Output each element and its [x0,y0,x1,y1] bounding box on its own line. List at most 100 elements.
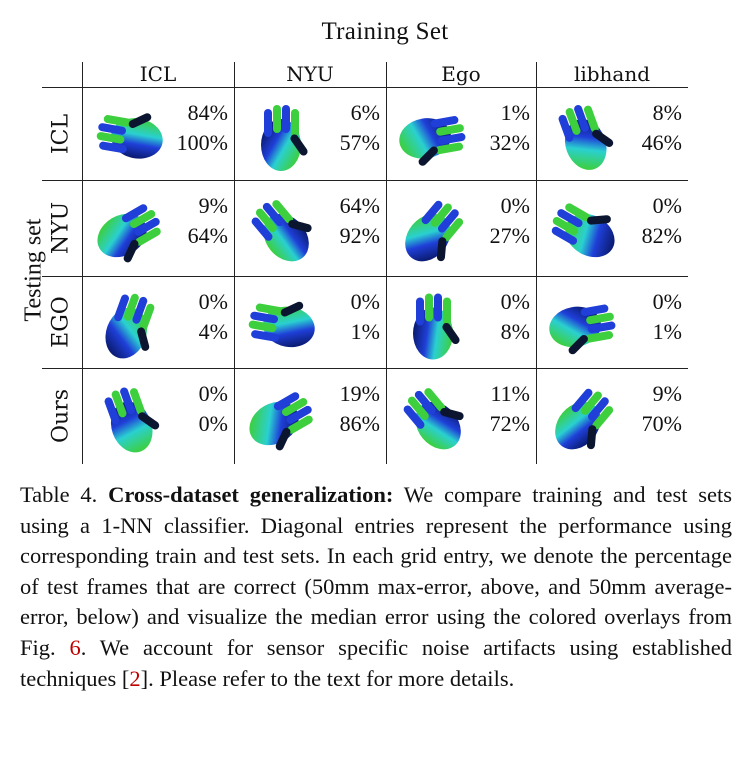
average-error-percentage: 32% [489,130,530,155]
average-error-percentage: 27% [489,223,530,248]
hand-finger-shape [558,114,574,142]
hand-finger-shape [551,226,578,245]
hand-thumb-shape [128,113,152,129]
hand-thumb-shape [442,322,460,345]
citation-link[interactable]: 2 [129,665,141,691]
hand-finger-shape [96,132,125,144]
hand-finger-shape [262,202,284,227]
hand-finger-shape [435,142,464,155]
hand-thumb-shape [280,301,304,317]
hand-finger-shape [103,115,132,127]
max-error-percentage: 8% [652,100,682,125]
hand-thumb-shape [275,427,291,451]
hand-finger-shape [250,311,278,324]
hand-finger-shape [580,304,609,317]
grid-vline [386,62,388,464]
max-error-percentage: 11% [490,381,530,406]
hand-pose-overlay-image [104,387,160,453]
hand-pose-overlay-image [96,113,163,159]
hand-thumb-shape [138,412,160,430]
hand-finger-shape [430,116,459,128]
grid-hline [42,276,688,278]
hand-finger-shape [437,209,459,233]
max-error-percentage: 64% [339,193,380,218]
row-header-nyu: NYU [48,201,74,255]
row-header-ego: EGO [48,296,74,348]
grid-cell: 0% 8% [388,279,536,368]
figure-reference-link[interactable]: 6 [69,634,81,660]
col-header-icl: ICL [139,62,177,86]
hand-finger-shape [436,124,464,136]
hand-finger-shape [272,200,294,224]
max-error-percentage: 19% [339,381,380,406]
hand-finger-shape [139,303,155,331]
hand-finger-shape [587,321,616,334]
average-error-percentage: 4% [198,319,228,344]
average-error-percentage: 1% [350,319,380,344]
hand-finger-shape [425,293,433,322]
grid-cell: 6% 57% [236,90,386,180]
max-error-percentage: 9% [198,193,228,218]
max-error-percentage: 0% [500,289,530,314]
max-error-percentage: 0% [500,193,530,218]
hand-thumb-shape [290,134,308,156]
hand-pose-overlay-image [551,203,615,258]
average-error-percentage: 64% [187,223,228,248]
hand-finger-shape [416,297,424,326]
hand-pose-overlay-image [251,200,312,262]
caption-bold-title: Cross-dataset generalization: [108,482,394,507]
max-error-percentage: 84% [187,100,228,125]
hand-thumb-shape [586,215,611,225]
hand-finger-shape [586,312,614,325]
hand-finger-shape [120,387,135,415]
hand-pose-overlay-image [249,392,313,451]
hand-finger-shape [98,123,126,135]
hand-finger-shape [291,109,299,137]
grid-cell: 0% 1% [538,279,688,368]
hand-finger-shape [571,388,593,413]
hand-pose-overlay-image [105,293,155,359]
hand-finger-shape [255,208,277,232]
average-error-percentage: 8% [500,319,530,344]
grid-cell: 0% 0% [84,371,234,464]
hand-pose-overlay-image [399,116,466,166]
hand-finger-shape [583,105,599,133]
average-error-percentage: 100% [176,130,228,155]
grid-hline [42,368,688,370]
hand-finger-shape [403,405,425,429]
hand-finger-shape [287,415,313,434]
max-error-percentage: 1% [500,100,530,125]
grid-cell: 1% 32% [388,90,536,180]
hand-finger-shape [264,109,272,137]
hand-pose-overlay-image [403,388,464,450]
hand-finger-shape [134,217,160,236]
hand-finger-shape [282,105,290,133]
grid-cell: 0% 27% [388,183,536,276]
hand-finger-shape [587,397,609,421]
grid-vline [536,62,538,464]
hand-pose-overlay-image [555,388,614,450]
hand-pose-overlay-image [413,293,460,360]
hand-thumb-shape [586,425,597,450]
hand-finger-shape [251,217,273,241]
hand-finger-shape [552,216,579,235]
grid-cell: 0% 4% [84,279,234,368]
row-header-ours: Ours [48,388,74,444]
grid-cell: 84% 100% [84,90,234,180]
hand-finger-shape [104,397,120,425]
hand-finger-shape [431,203,452,227]
average-error-percentage: 92% [339,223,380,248]
hand-finger-shape [424,388,446,412]
hand-pose-overlay-image [261,105,308,171]
hand-finger-shape [111,390,127,418]
hand-finger-shape [248,320,277,333]
hand-thumb-shape [137,327,150,351]
hand-finger-shape [592,406,614,430]
max-error-percentage: 9% [652,381,682,406]
hand-finger-shape [273,392,300,411]
hand-finger-shape [286,405,312,424]
hand-thumb-shape [592,129,614,147]
table-title: Training Set [321,18,449,45]
hand-thumb-shape [568,334,588,355]
average-error-percentage: 86% [339,411,380,436]
